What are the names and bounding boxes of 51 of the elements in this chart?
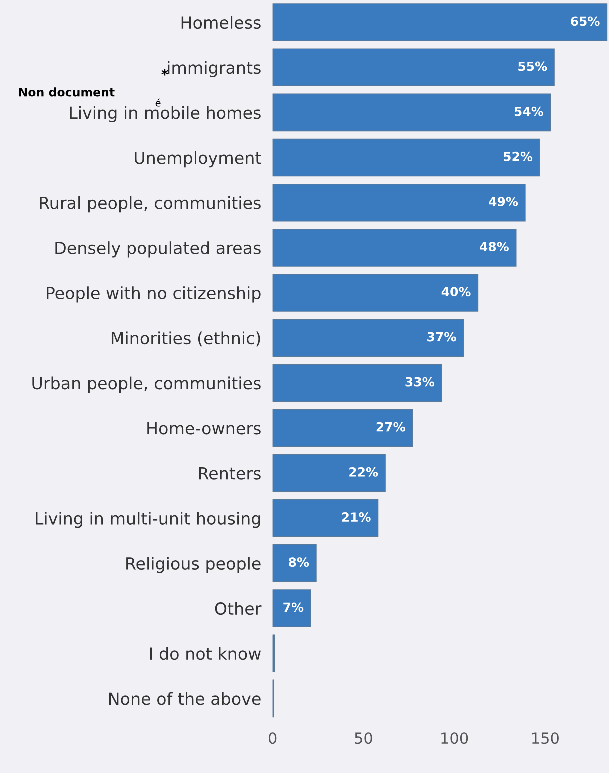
y-tick-label: Minorities (ethnic) <box>112 332 260 347</box>
y-tick-label: Religious people <box>126 557 261 574</box>
bar <box>272 544 317 582</box>
annotation: 52% <box>504 152 533 162</box>
y-tick-label: Other <box>215 602 262 616</box>
x-tick-label: 150 <box>532 732 559 744</box>
x-tick-label: 0 <box>268 732 277 744</box>
bar <box>272 409 414 448</box>
x-tick-label: 100 <box>442 732 468 744</box>
bar <box>272 364 442 402</box>
bar <box>272 4 608 42</box>
bar <box>272 499 379 538</box>
y-tick-label: Densely populated areas <box>56 242 261 258</box>
annotation: 54% <box>514 106 544 116</box>
bar <box>272 319 464 357</box>
bar <box>272 94 552 132</box>
y-tick-label: People with no citizenship <box>47 286 261 303</box>
annotation: 65% <box>571 16 600 26</box>
y-tick-label: I do not know <box>150 647 262 660</box>
text: é <box>156 98 161 107</box>
annotation: 40% <box>442 287 471 297</box>
y-tick-label: Rural people, communities <box>40 196 261 213</box>
annotation: 37% <box>428 332 456 342</box>
annotation: 48% <box>480 242 509 252</box>
bar <box>272 229 517 267</box>
annotation: 33% <box>406 377 434 387</box>
annotation: 21% <box>342 512 371 522</box>
bar <box>272 48 555 87</box>
annotation: 49% <box>489 197 518 206</box>
y-tick-label: Renters <box>199 467 261 480</box>
y-tick-label: None of the above <box>109 692 261 706</box>
bar <box>272 184 526 222</box>
y-tick-label: Living in mobile homes <box>70 106 261 122</box>
y-tick-label: Homeless <box>182 16 261 30</box>
bar <box>272 590 312 628</box>
annotation: 8% <box>289 558 310 568</box>
text: * <box>162 69 168 76</box>
y-tick-label: Unemployment <box>135 151 262 168</box>
bar <box>272 454 386 492</box>
annotation: 55% <box>518 62 548 72</box>
y-tick-label: Living in multi-unit housing <box>36 512 260 528</box>
y-tick-label: Urban people, communities <box>32 376 261 393</box>
y-tick-label: Home-owners <box>148 422 261 435</box>
y-tick-label: immigrants <box>168 61 261 78</box>
annotation: 7% <box>284 602 304 612</box>
bar <box>272 138 540 177</box>
x-tick-label: 50 <box>355 732 372 744</box>
text: Non document <box>19 88 115 97</box>
annotation: 22% <box>350 467 378 477</box>
bar <box>272 274 479 312</box>
annotation: 27% <box>376 422 406 432</box>
